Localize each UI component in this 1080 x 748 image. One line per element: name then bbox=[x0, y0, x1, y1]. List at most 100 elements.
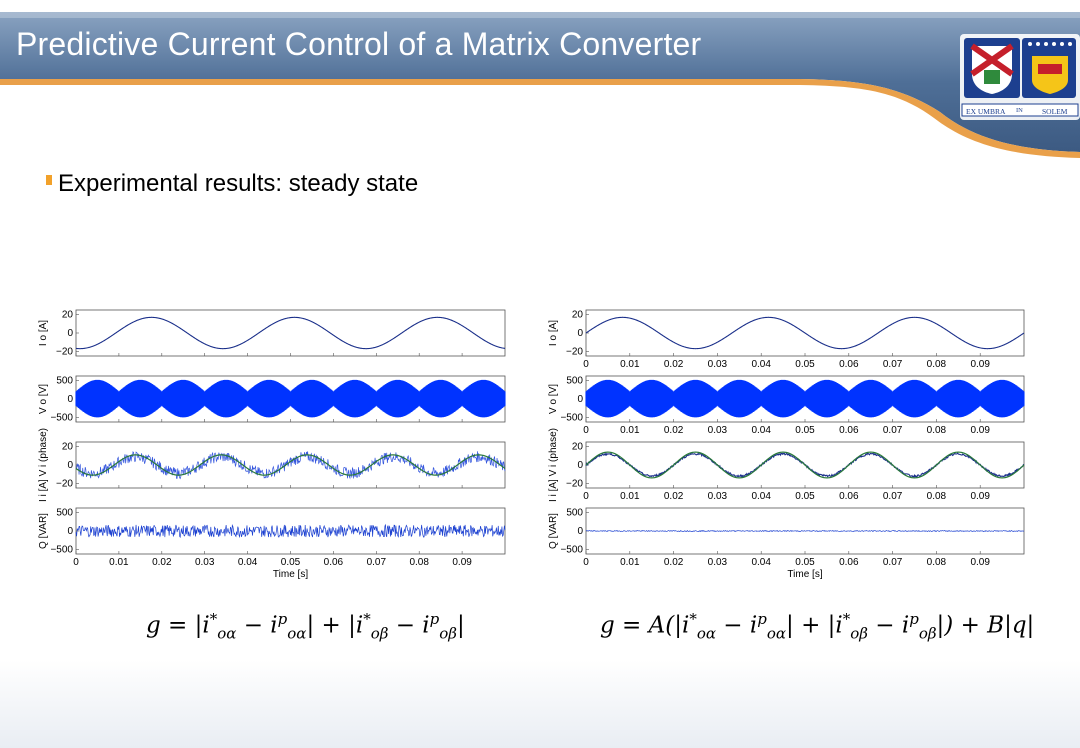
y-axis-label: I i [A] V i (phase) bbox=[548, 428, 559, 502]
series-reactive-power-trace bbox=[75, 523, 506, 539]
x-tick-label: 0.04 bbox=[751, 557, 771, 568]
x-tick-label: 0.02 bbox=[664, 359, 684, 370]
y-tick-label: 0 bbox=[67, 526, 73, 537]
x-tick-label: 0 bbox=[583, 359, 589, 370]
x-tick-label: 0.05 bbox=[795, 425, 815, 436]
formula-right-lhs: g bbox=[600, 612, 615, 639]
y-tick-label: −500 bbox=[560, 544, 583, 555]
x-tick-label: 0.03 bbox=[195, 557, 215, 568]
chart-right: 20 0 −20 I o [A] 0 0.01 0.02 0.03 0.04 0.05 0.06 0.… bbox=[546, 300, 1036, 590]
y-tick-label: 20 bbox=[572, 442, 584, 453]
x-tick-label: 0.01 bbox=[620, 491, 640, 502]
x-tick-label: 0 bbox=[583, 557, 589, 568]
y-tick-label: −20 bbox=[56, 478, 73, 489]
x-tick-label: 0.04 bbox=[751, 425, 771, 436]
footer-shade bbox=[0, 660, 1080, 748]
slide-header: Predictive Current Control of a Matrix C… bbox=[0, 0, 1080, 160]
x-tick-label: 0.04 bbox=[751, 491, 771, 502]
x-tick-label: 0.01 bbox=[620, 557, 640, 568]
y-tick-label: 0 bbox=[577, 460, 583, 471]
x-tick-label: 0.04 bbox=[751, 359, 771, 370]
x-tick-label: 0.08 bbox=[409, 557, 429, 568]
y-tick-label: 500 bbox=[56, 376, 73, 387]
y-axis-label: I i [A] V i (phase) bbox=[38, 428, 49, 502]
x-tick-label: 0.08 bbox=[927, 425, 947, 436]
y-axis-label: V o [V] bbox=[548, 384, 559, 414]
y-axis-label: V o [V] bbox=[38, 384, 49, 414]
series-reference-trace bbox=[75, 454, 506, 476]
x-tick-label: 0 bbox=[583, 425, 589, 436]
y-tick-label: −500 bbox=[50, 544, 73, 555]
x-tick-label: 0.06 bbox=[839, 359, 859, 370]
cost-function-right: g = A(|i*oα − ipoα| + |i*oβ − ipoβ|) + B… bbox=[600, 610, 1035, 643]
y-tick-label: −20 bbox=[56, 346, 73, 357]
series-current-trace bbox=[75, 316, 506, 350]
y-axis-label: Q [VAR] bbox=[38, 513, 49, 549]
formula-left-lhs: g bbox=[146, 612, 161, 639]
y-axis-label: I o [A] bbox=[38, 320, 49, 346]
x-tick-label: 0.05 bbox=[795, 557, 815, 568]
y-tick-label: 0 bbox=[577, 328, 583, 339]
series-current-trace bbox=[585, 316, 1025, 350]
x-tick-label: 0.02 bbox=[664, 425, 684, 436]
y-tick-label: −20 bbox=[566, 478, 583, 489]
x-tick-label: 0.07 bbox=[883, 557, 903, 568]
logo-motto-mid: IN bbox=[1016, 107, 1023, 114]
x-tick-label: 0.02 bbox=[664, 557, 684, 568]
x-tick-label: 0.09 bbox=[452, 557, 472, 568]
x-axis-label: Time [s] bbox=[787, 569, 822, 580]
series-voltage-trace bbox=[585, 379, 1025, 418]
y-axis-label: I o [A] bbox=[548, 320, 559, 346]
x-tick-label: 0.07 bbox=[883, 359, 903, 370]
series-reference-trace bbox=[585, 451, 1025, 479]
subplot-frame bbox=[75, 309, 506, 357]
x-tick-label: 0.06 bbox=[324, 557, 344, 568]
bullet-text: Experimental results: steady state bbox=[58, 170, 419, 197]
subplot-frame bbox=[75, 441, 506, 489]
x-tick-label: 0.04 bbox=[238, 557, 258, 568]
x-tick-label: 0.07 bbox=[367, 557, 387, 568]
y-tick-label: 500 bbox=[56, 508, 73, 519]
x-tick-label: 0.09 bbox=[970, 425, 990, 436]
x-tick-label: 0.05 bbox=[281, 557, 301, 568]
chart-right-svg: 200−20I o [A]0 0.01 0.02 0.03 0.04 0.05 0.06 0.… bbox=[548, 309, 1025, 580]
x-tick-label: 0 bbox=[583, 491, 589, 502]
cost-function-left: g = |i*oα − ipoα| + |i*oβ − ipoβ| bbox=[146, 610, 465, 643]
bullet-square-icon bbox=[46, 175, 52, 185]
x-tick-label: 0.08 bbox=[927, 491, 947, 502]
x-tick-label: 0.03 bbox=[708, 491, 728, 502]
x-tick-label: 0.02 bbox=[152, 557, 172, 568]
university-crest-icon: EX UMBRA IN SOLEM bbox=[958, 34, 1080, 120]
y-axis-label: Q [VAR] bbox=[548, 513, 559, 549]
y-tick-label: −500 bbox=[50, 412, 73, 423]
y-tick-label: −500 bbox=[560, 412, 583, 423]
x-tick-label: 0.06 bbox=[839, 491, 859, 502]
x-tick-label: 0.05 bbox=[795, 491, 815, 502]
x-tick-label: 0.06 bbox=[839, 557, 859, 568]
series-reactive-power-trace bbox=[585, 530, 1025, 533]
y-tick-label: 0 bbox=[577, 394, 583, 405]
bullet-point: Experimental results: steady state bbox=[46, 170, 418, 198]
x-tick-label: 0.09 bbox=[970, 491, 990, 502]
y-tick-label: 0 bbox=[67, 460, 73, 471]
x-tick-label: 0.08 bbox=[927, 557, 947, 568]
x-tick-label: 0 bbox=[73, 557, 79, 568]
x-tick-label: 0.08 bbox=[927, 359, 947, 370]
x-tick-label: 0.07 bbox=[883, 491, 903, 502]
x-tick-label: 0.02 bbox=[664, 491, 684, 502]
x-tick-label: 0.01 bbox=[109, 557, 129, 568]
y-tick-label: 500 bbox=[566, 376, 583, 387]
x-tick-label: 0.06 bbox=[839, 425, 859, 436]
x-tick-label: 0.09 bbox=[970, 359, 990, 370]
header-band-graphic bbox=[0, 12, 1080, 158]
x-tick-label: 0.07 bbox=[883, 425, 903, 436]
x-tick-label: 0.01 bbox=[620, 359, 640, 370]
y-tick-label: −20 bbox=[566, 346, 583, 357]
x-tick-label: 0.09 bbox=[970, 557, 990, 568]
x-tick-label: 0.03 bbox=[708, 425, 728, 436]
logo-motto-left: EX UMBRA bbox=[966, 107, 1006, 116]
slide-title: Predictive Current Control of a Matrix C… bbox=[16, 26, 702, 62]
series-voltage-trace bbox=[75, 379, 506, 418]
y-tick-label: 0 bbox=[67, 328, 73, 339]
